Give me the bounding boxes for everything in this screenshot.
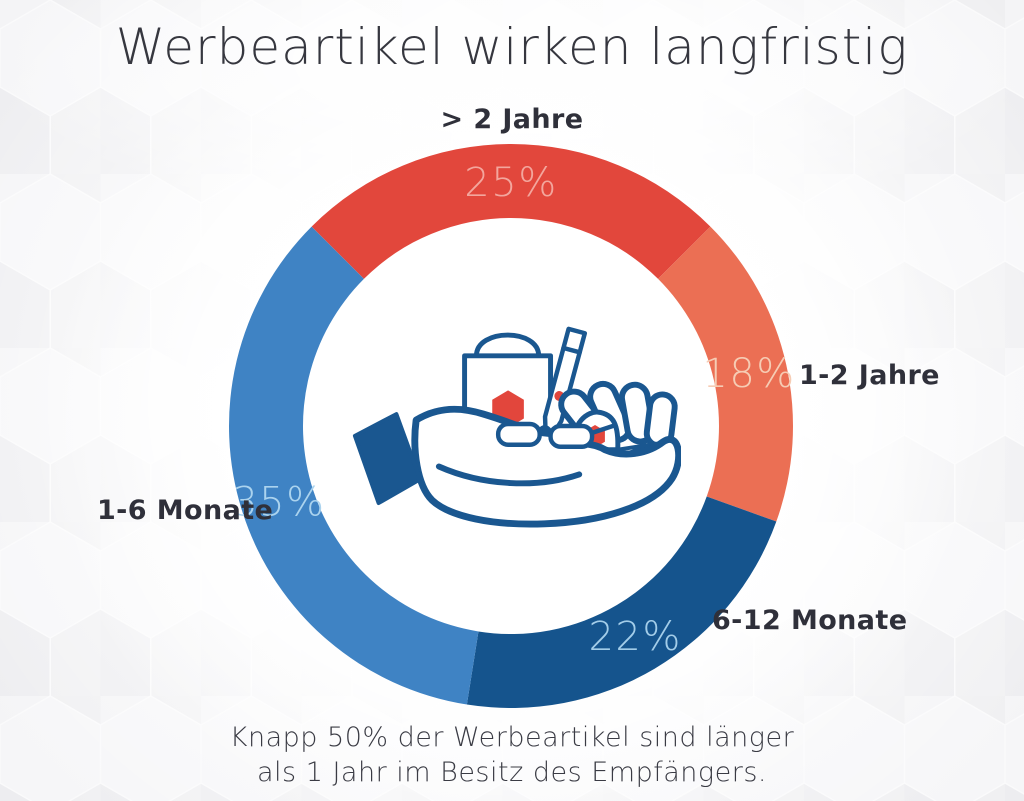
segment-label-mehr-als-2-jahre: > 2 Jahre (440, 104, 584, 135)
segment-label-6-12-monate: 6-12 Monate (712, 605, 908, 636)
hand-holding-promo-items-illustration (345, 312, 683, 534)
segment-percent-mehr-als-2-jahre: 25% (464, 160, 557, 206)
donut-segment-6-12-monate (466, 496, 777, 709)
caption: Knapp 50% der Werbeartikel sind länger a… (0, 720, 1024, 790)
palm-crease (435, 463, 583, 487)
segment-percent-1-6-monate: 35% (232, 479, 325, 525)
segment-label-1-2-jahre: 1-2 Jahre (799, 360, 940, 391)
glasses-icon (495, 421, 616, 449)
sleeve-cuff (352, 412, 423, 506)
segment-percent-6-12-monate: 22% (588, 614, 681, 660)
donut-segment-1-2-jahre (658, 226, 793, 522)
segment-percent-1-2-jahre: 18% (702, 351, 795, 397)
caption-line-2: als 1 Jahr im Besitz des Empfängers. (257, 757, 767, 788)
donut-segment-1-6-monate (229, 226, 479, 705)
page-title: Werbeartikel wirken langfristig (115, 18, 909, 76)
caption-line-1: Knapp 50% der Werbeartikel sind länger (229, 722, 795, 753)
segment-label-1-6-monate: 1-6 Monate (97, 495, 274, 526)
hand-holding-promo-items-icon (352, 326, 683, 528)
donut-segment-mehr-als-2-jahre (311, 144, 711, 279)
